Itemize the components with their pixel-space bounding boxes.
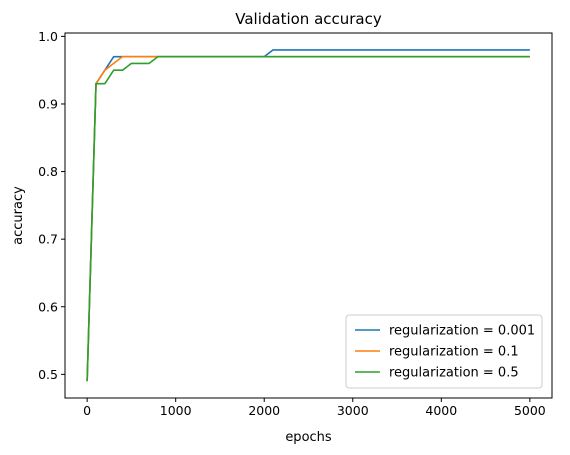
legend: regularization = 0.001 regularization = 0… <box>345 314 543 389</box>
x-tick-label: 5000 <box>514 403 546 418</box>
y-axis-label: accuracy <box>11 186 26 245</box>
x-tick-label: 1000 <box>160 403 192 418</box>
axes: 0 1000 2000 3000 4000 5000 0.5 0.6 0.7 0.8 0.9 1.0 <box>38 29 553 418</box>
y-tick-label: 0.8 <box>38 164 58 179</box>
y-tick-label: 1.0 <box>38 29 58 44</box>
x-axis-label: epochs <box>285 430 332 445</box>
y-tick-label: 0.7 <box>38 232 58 247</box>
x-tick-label: 3000 <box>337 403 369 418</box>
legend-label-2: regularization = 0.1 <box>389 345 519 360</box>
y-tick-label: 0.9 <box>38 96 58 111</box>
legend-label-3: regularization = 0.5 <box>389 366 519 381</box>
y-tick-label: 0.6 <box>38 299 58 314</box>
axes-frame <box>64 32 553 399</box>
plot-area <box>86 49 530 382</box>
x-tick-label: 2000 <box>248 403 280 418</box>
y-tick-label: 0.5 <box>38 367 58 382</box>
legend-box <box>345 314 543 389</box>
chart-title: Validation accuracy <box>235 10 382 28</box>
x-tick-label: 0 <box>83 403 91 418</box>
series-line-3 <box>86 55 530 382</box>
x-tick-label: 4000 <box>425 403 457 418</box>
legend-label-1: regularization = 0.001 <box>389 324 535 339</box>
